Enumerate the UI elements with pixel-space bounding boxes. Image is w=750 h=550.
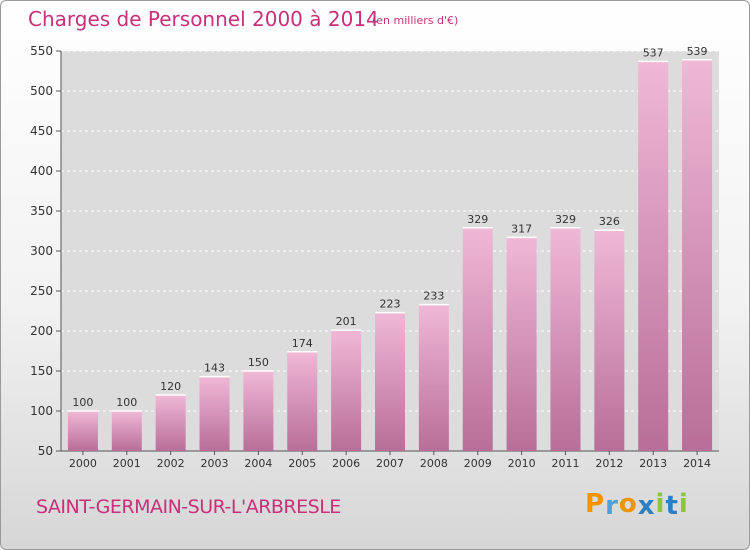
y-tick-label: 250	[30, 284, 53, 298]
y-tick-label: 200	[30, 324, 53, 338]
data-label: 329	[555, 213, 576, 226]
bar	[67, 411, 98, 451]
data-label: 100	[116, 396, 137, 409]
x-tick-label: 2008	[420, 457, 448, 470]
data-label: 326	[599, 215, 620, 228]
x-tick-label: 2014	[683, 457, 711, 470]
y-tick-label: 50	[38, 444, 53, 458]
bar	[462, 227, 493, 451]
data-label: 539	[687, 45, 708, 58]
bar	[418, 304, 449, 451]
data-label: 174	[292, 337, 313, 350]
data-label: 537	[643, 46, 664, 59]
x-tick-label: 2009	[464, 457, 492, 470]
commune-name: SAINT-GERMAIN-SUR-L'ARBRESLE	[36, 496, 341, 518]
y-tick-label: 500	[30, 84, 53, 98]
data-label: 143	[204, 362, 225, 375]
y-tick-label: 400	[30, 164, 53, 178]
bar	[506, 237, 537, 451]
chart-title: Charges de Personnel 2000 à 2014	[28, 7, 379, 31]
chart-subtitle: (en milliers d'€)	[372, 14, 459, 27]
x-tick-label: 2002	[157, 457, 185, 470]
x-tick-label: 2003	[201, 457, 229, 470]
y-tick-label: 100	[30, 404, 53, 418]
x-tick-label: 2012	[595, 457, 623, 470]
x-tick-label: 2013	[639, 457, 667, 470]
x-tick-label: 2005	[288, 457, 316, 470]
data-label: 329	[467, 213, 488, 226]
x-tick-label: 2011	[551, 457, 579, 470]
x-tick-label: 2006	[332, 457, 360, 470]
data-label: 223	[380, 298, 401, 311]
y-tick-label: 550	[30, 44, 53, 58]
y-tick-label: 450	[30, 124, 53, 138]
data-label: 150	[248, 356, 269, 369]
bar	[550, 227, 581, 451]
bar	[111, 411, 142, 451]
x-tick-label: 2010	[508, 457, 536, 470]
bar	[155, 395, 186, 451]
data-label: 100	[72, 396, 93, 409]
x-tick-label: 2000	[69, 457, 97, 470]
bar	[375, 312, 405, 451]
proxiti-logo: Proxiti	[585, 489, 689, 521]
bar	[243, 371, 274, 451]
data-label: 317	[511, 222, 532, 235]
x-tick-label: 2004	[244, 457, 272, 470]
bar	[594, 230, 625, 451]
bar	[331, 330, 362, 451]
bar	[287, 351, 318, 451]
x-tick-label: 2001	[113, 457, 141, 470]
y-tick-label: 300	[30, 244, 53, 258]
data-label: 120	[160, 380, 181, 393]
y-tick-label: 350	[30, 204, 53, 218]
bar	[638, 61, 669, 452]
bar	[682, 59, 713, 452]
bar	[199, 376, 230, 451]
x-tick-label: 2007	[376, 457, 404, 470]
data-label: 201	[336, 315, 357, 328]
data-label: 233	[423, 290, 444, 303]
y-tick-label: 150	[30, 364, 53, 378]
